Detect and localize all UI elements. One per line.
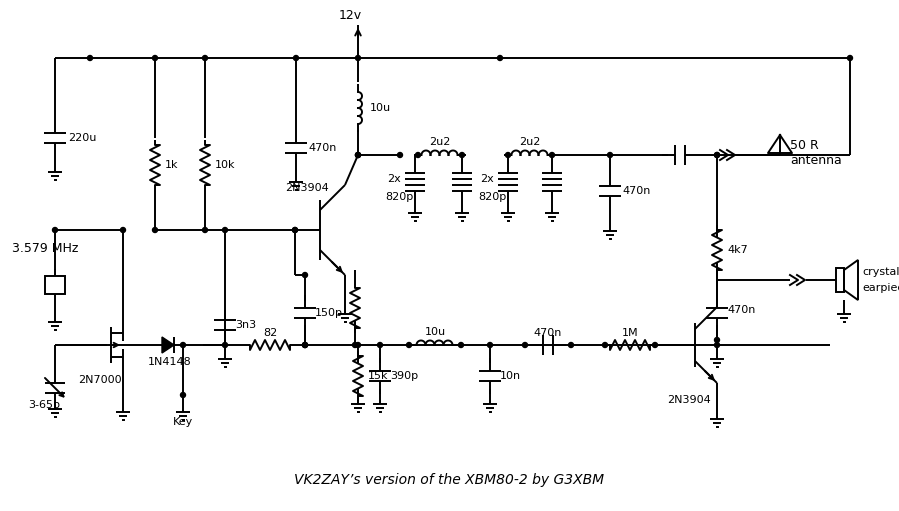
Circle shape: [355, 152, 360, 157]
Circle shape: [293, 56, 298, 60]
Circle shape: [292, 227, 298, 233]
Polygon shape: [162, 337, 174, 353]
Bar: [45, 276, 65, 294]
Circle shape: [602, 342, 608, 347]
Text: 2u2: 2u2: [430, 137, 450, 147]
Text: 10u: 10u: [370, 103, 391, 113]
Circle shape: [302, 342, 307, 347]
Circle shape: [153, 227, 157, 233]
Circle shape: [292, 227, 298, 233]
Text: 820p: 820p: [385, 192, 414, 202]
Circle shape: [487, 342, 493, 347]
Circle shape: [458, 342, 464, 347]
Circle shape: [181, 392, 185, 398]
Text: 1M: 1M: [622, 328, 638, 338]
Text: 470n: 470n: [727, 305, 755, 315]
Circle shape: [202, 227, 208, 233]
Circle shape: [459, 152, 465, 157]
Circle shape: [355, 152, 360, 157]
Circle shape: [505, 152, 511, 157]
Text: 2u2: 2u2: [520, 137, 540, 147]
Circle shape: [378, 342, 382, 347]
Text: 470n: 470n: [534, 328, 562, 338]
Text: 3.579 MHz: 3.579 MHz: [12, 242, 78, 254]
Circle shape: [715, 337, 719, 342]
Text: 1k: 1k: [165, 160, 179, 170]
Text: 82: 82: [263, 328, 277, 338]
Circle shape: [355, 152, 360, 157]
Circle shape: [415, 152, 421, 157]
Circle shape: [715, 342, 719, 347]
Circle shape: [653, 342, 657, 347]
Circle shape: [355, 56, 360, 60]
Text: 4k7: 4k7: [727, 245, 748, 255]
Bar: [836, 268, 844, 292]
Text: 2x: 2x: [387, 174, 401, 184]
Circle shape: [181, 342, 185, 347]
Text: 10k: 10k: [215, 160, 236, 170]
Text: 15k: 15k: [368, 371, 388, 381]
Circle shape: [406, 342, 412, 347]
Text: 820p: 820p: [478, 192, 506, 202]
Text: 2x: 2x: [480, 174, 494, 184]
Circle shape: [87, 56, 93, 60]
Text: Key: Key: [173, 417, 193, 427]
Circle shape: [715, 152, 719, 157]
Circle shape: [397, 152, 403, 157]
Text: 390p: 390p: [390, 371, 418, 381]
Text: 2N7000: 2N7000: [78, 375, 121, 385]
Circle shape: [120, 227, 126, 233]
Circle shape: [52, 227, 58, 233]
Circle shape: [302, 272, 307, 277]
Text: 3-65p: 3-65p: [28, 400, 60, 410]
Text: 1N4148: 1N4148: [148, 357, 191, 367]
Text: 220u: 220u: [68, 133, 96, 143]
Text: VK2ZAY’s version of the XBM80-2 by G3XBM: VK2ZAY’s version of the XBM80-2 by G3XBM: [294, 473, 604, 487]
Circle shape: [522, 342, 528, 347]
Circle shape: [302, 342, 307, 347]
Text: 3n3: 3n3: [235, 320, 256, 330]
Text: 2N3904: 2N3904: [667, 395, 711, 405]
Circle shape: [715, 152, 719, 157]
Text: 2N3904: 2N3904: [285, 183, 329, 193]
Circle shape: [848, 56, 852, 60]
Text: 12v: 12v: [338, 9, 361, 21]
Circle shape: [568, 342, 574, 347]
Text: antenna: antenna: [790, 153, 841, 167]
Text: 470n: 470n: [308, 143, 336, 153]
Text: crystal: crystal: [862, 267, 899, 277]
Circle shape: [352, 342, 358, 347]
Text: 10n: 10n: [500, 371, 521, 381]
Circle shape: [355, 342, 360, 347]
Text: 470n: 470n: [622, 186, 650, 196]
Circle shape: [202, 56, 208, 60]
Circle shape: [302, 342, 307, 347]
Circle shape: [608, 152, 612, 157]
Circle shape: [222, 227, 227, 233]
Circle shape: [497, 56, 503, 60]
Text: 50 R: 50 R: [790, 138, 819, 151]
Text: earpiece: earpiece: [862, 283, 899, 293]
Circle shape: [153, 56, 157, 60]
Circle shape: [549, 152, 555, 157]
Text: 150p: 150p: [315, 308, 343, 318]
Circle shape: [222, 342, 227, 347]
Text: 10u: 10u: [424, 327, 446, 337]
